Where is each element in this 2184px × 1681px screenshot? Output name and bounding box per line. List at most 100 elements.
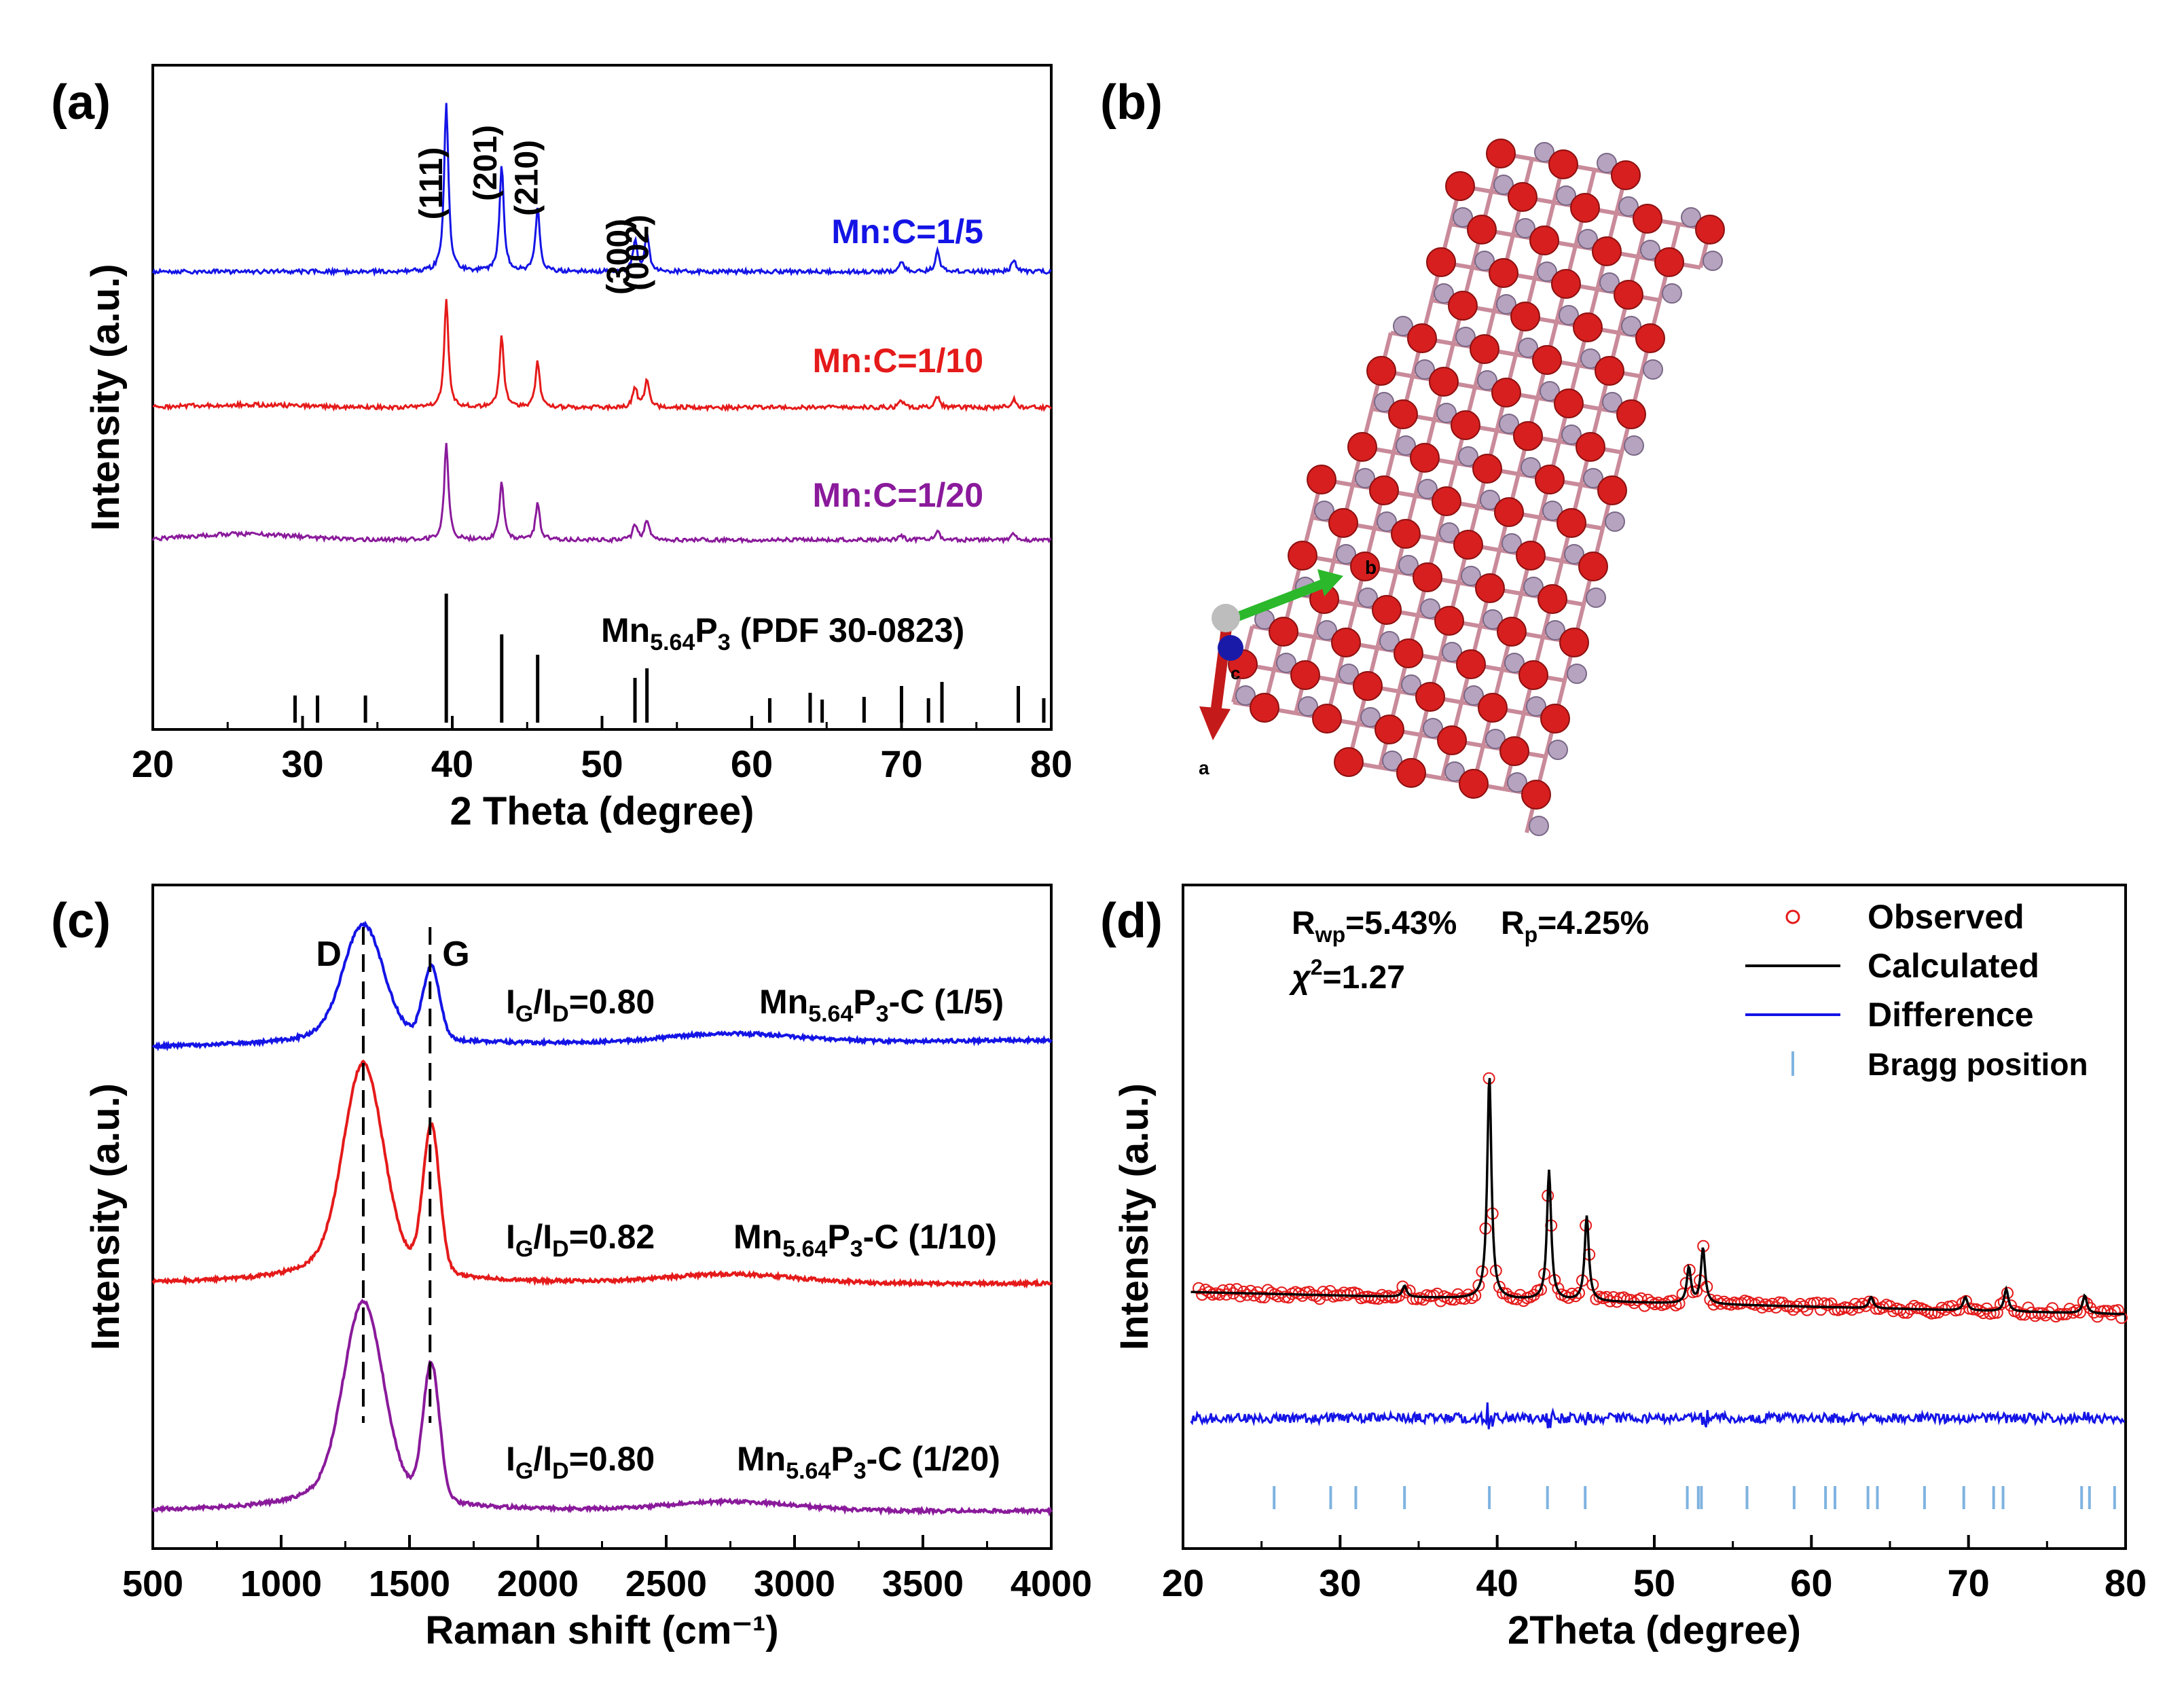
p-atom: [1493, 175, 1514, 195]
observed-point: [1901, 1306, 1914, 1319]
x-tick-label-c: 1000: [240, 1563, 322, 1604]
peak-label: (201): [468, 125, 504, 201]
x-tick-label-d: 30: [1319, 1561, 1361, 1604]
observed-point: [1562, 1291, 1575, 1304]
x-axis-label-a: 2 Theta (degree): [450, 789, 754, 833]
mn-atom: [1578, 552, 1608, 581]
ratio-label-2: IG/ID=0.82: [506, 1218, 655, 1262]
legend-label-4: Bragg position: [1868, 1047, 2088, 1082]
panel-label-b: (b): [1100, 75, 1163, 130]
mn-atom: [1570, 193, 1600, 223]
p-atom: [1485, 729, 1506, 749]
p-atom: [1556, 185, 1576, 206]
mn-atom: [1467, 215, 1497, 245]
axis-label-b: b: [1365, 557, 1377, 578]
mn-atom: [1521, 780, 1551, 810]
series-label-1: Mn:C=1/5: [831, 213, 983, 251]
calculated-line: [1190, 1078, 2126, 1316]
mn-atom: [1445, 171, 1475, 201]
xrd-series-2: [152, 299, 1053, 413]
p-atom: [1377, 511, 1397, 532]
p-atom: [1618, 196, 1639, 217]
x-tick-label-a: 30: [281, 742, 323, 785]
mn-atom: [1328, 508, 1358, 538]
mn-atom: [1372, 595, 1402, 625]
axis-a-head: [1199, 706, 1231, 740]
x-tick-label-a: 80: [1030, 742, 1072, 785]
p-atom: [1542, 501, 1563, 521]
mn-atom: [1470, 334, 1499, 364]
p-atom: [1417, 479, 1438, 499]
observed-point: [2053, 1307, 2066, 1320]
mn-atom: [1559, 628, 1589, 657]
p-atom: [1436, 403, 1457, 423]
legend-label-2: Calculated: [1868, 947, 2039, 985]
peak-label: (002): [620, 215, 656, 291]
p-atom: [1559, 305, 1579, 325]
observed-point: [1535, 1283, 1547, 1296]
legend-observed-marker: [1785, 909, 1800, 924]
p-atom: [1477, 370, 1497, 391]
mn-atom: [1513, 421, 1543, 451]
mn-atom: [1516, 541, 1546, 571]
band-label-G: G: [442, 935, 469, 974]
panel-d: (d) 20 30 40 50 60 70 80 2Theta (degree) Intensit…: [1100, 884, 2147, 1652]
p-atom: [1540, 381, 1560, 401]
mn-atom: [1614, 280, 1643, 310]
legend-label-1: Observed: [1868, 898, 2024, 936]
x-tick-label-a: 50: [581, 742, 623, 785]
mn-atom: [1391, 519, 1421, 549]
observed-point: [1517, 1295, 1530, 1307]
p-atom: [1455, 327, 1476, 347]
p-atom: [1401, 674, 1421, 695]
observed-point: [1431, 1287, 1444, 1300]
rwp-label: Rwp=5.43%: [1292, 905, 1457, 947]
mn-atom: [1557, 508, 1586, 538]
mn-atom: [1388, 399, 1418, 429]
mn-atom: [1429, 367, 1459, 397]
p-atom: [1548, 740, 1568, 760]
observed-point: [1231, 1283, 1243, 1296]
mn-atom: [1415, 682, 1445, 712]
x-tick-label-d: 70: [1948, 1561, 1990, 1604]
mn-atom: [1394, 638, 1423, 668]
raman-series-1: [151, 920, 1053, 1052]
rp-label: Rp=4.25%: [1501, 905, 1649, 947]
observed-point: [1193, 1282, 1205, 1295]
mn-atom: [1426, 247, 1456, 277]
sample-label-1: Mn5.64P3-C (1/5): [759, 983, 1004, 1027]
p-atom: [1336, 544, 1356, 564]
p-atom: [1681, 207, 1701, 228]
panel-a: (a) 20 30 40 50 60 70 80 2 Theta (degree) Intensi…: [51, 64, 1072, 833]
p-atom: [1474, 251, 1495, 271]
observed-point: [1777, 1297, 1789, 1309]
observed-points: [1193, 1072, 2128, 1324]
observed-point: [2115, 1312, 2128, 1324]
observed-point: [1313, 1293, 1326, 1305]
p-atom: [1298, 696, 1318, 717]
p-atom: [1453, 207, 1473, 228]
p-atom: [1586, 588, 1606, 608]
mn-atom: [1448, 291, 1478, 321]
mn-atom: [1508, 182, 1537, 212]
panel-label-d: (d): [1100, 894, 1163, 948]
mn-atom: [1489, 258, 1518, 288]
mn-atom: [1576, 432, 1605, 462]
mn-atom: [1497, 617, 1527, 647]
observed-point: [1990, 1306, 2003, 1319]
panel-b: (b) b c a: [1100, 75, 1725, 836]
mn-atom: [1312, 704, 1342, 734]
mn-atom: [1695, 215, 1725, 245]
x-tick-label-d: 20: [1162, 1561, 1204, 1604]
difference-line: [1190, 1402, 2126, 1430]
observed-point: [1897, 1306, 1910, 1319]
xrd-series-1: [151, 103, 1052, 277]
p-atom: [1578, 229, 1598, 249]
mn-atom: [1597, 475, 1627, 505]
p-atom: [1583, 468, 1603, 488]
p-atom: [1561, 424, 1582, 445]
series-label-2: Mn:C=1/10: [813, 342, 983, 380]
mn-atom: [1510, 302, 1540, 331]
p-atom: [1461, 566, 1481, 586]
observed-point: [1800, 1303, 1813, 1316]
